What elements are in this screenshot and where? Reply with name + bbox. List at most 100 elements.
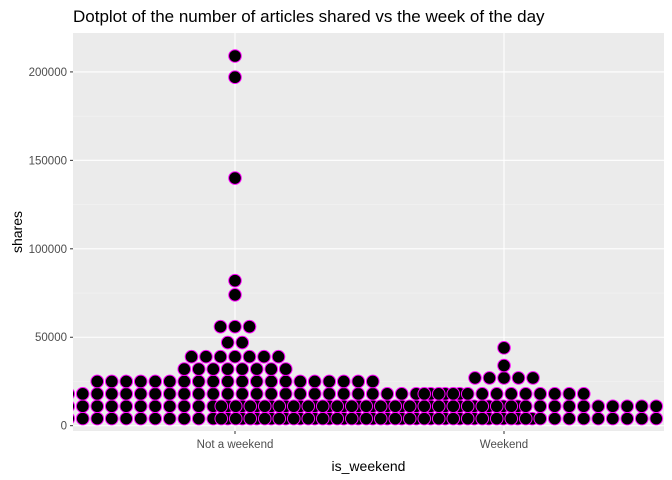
dot-point xyxy=(365,374,380,389)
y-tick-label: 150000 xyxy=(29,155,67,167)
dot-point xyxy=(293,374,308,389)
dot-point xyxy=(322,387,337,401)
dot-point xyxy=(33,412,46,425)
dot-point xyxy=(47,412,60,425)
dot-point xyxy=(388,399,403,414)
dot-point xyxy=(271,349,286,364)
dot-point xyxy=(576,399,591,414)
dot-point xyxy=(162,387,177,401)
dot-point xyxy=(162,411,177,426)
dot-point xyxy=(47,388,60,401)
dot-point xyxy=(249,374,264,389)
dot-point xyxy=(18,400,31,413)
dot-point xyxy=(489,387,504,401)
dot-point xyxy=(359,399,374,414)
dot-point xyxy=(359,411,374,426)
dot-point xyxy=(402,399,417,414)
dot-point xyxy=(591,411,606,426)
dot-point xyxy=(90,374,105,389)
dot-point xyxy=(206,374,221,389)
dot-point xyxy=(191,387,206,401)
dot-point xyxy=(220,362,235,376)
dot-point xyxy=(228,288,242,302)
dot-point xyxy=(249,387,264,401)
dot-point xyxy=(620,399,635,414)
dot-point xyxy=(75,399,90,414)
dot-point xyxy=(4,388,17,401)
dot-point xyxy=(206,362,221,376)
dot-point xyxy=(162,374,177,389)
y-tick-label: 0 xyxy=(61,421,67,433)
dot-point xyxy=(191,399,206,414)
dot-point xyxy=(344,411,359,426)
dot-point xyxy=(249,362,264,376)
dot-layer xyxy=(0,49,664,426)
dot-point xyxy=(482,371,497,385)
dot-point xyxy=(468,371,482,385)
dot-point xyxy=(191,362,206,376)
dot-point xyxy=(257,411,272,426)
dot-point xyxy=(235,335,250,350)
dot-point xyxy=(0,412,2,425)
dot-point xyxy=(373,399,388,414)
dot-point xyxy=(75,411,90,426)
dot-point xyxy=(73,401,76,412)
dot-point xyxy=(213,319,228,334)
dot-point xyxy=(336,387,351,401)
dot-point xyxy=(431,399,446,414)
dot-point xyxy=(119,411,134,426)
dot-point xyxy=(47,400,60,413)
y-tick-label: 100000 xyxy=(29,244,67,256)
dot-point xyxy=(649,399,664,414)
dot-point xyxy=(417,411,432,426)
dot-point xyxy=(133,411,148,426)
dot-point xyxy=(518,399,533,414)
dot-point xyxy=(351,374,366,389)
dot-point xyxy=(307,387,322,401)
x-axis-ticks: Not a weekend Weekend xyxy=(197,431,528,451)
dot-point xyxy=(235,374,250,389)
dot-point xyxy=(336,374,351,389)
dot-point xyxy=(228,399,243,414)
y-axis-ticks: 0 50000 100000 150000 200000 xyxy=(29,67,73,433)
dot-point xyxy=(315,399,330,414)
y-tick-label: 200000 xyxy=(29,67,67,79)
dot-point xyxy=(73,413,76,424)
dot-point xyxy=(119,374,134,389)
dot-point xyxy=(191,411,206,426)
dot-point xyxy=(344,399,359,414)
dot-point xyxy=(388,411,403,426)
dot-point xyxy=(562,399,577,414)
dot-point xyxy=(518,387,533,401)
dot-point xyxy=(104,387,119,401)
dot-point xyxy=(243,411,258,426)
dot-point xyxy=(264,362,279,376)
dot-point xyxy=(475,387,490,401)
dot-point xyxy=(663,417,664,420)
dot-point xyxy=(460,411,475,426)
dot-point xyxy=(446,411,461,426)
dot-point xyxy=(148,411,163,426)
dot-point xyxy=(286,399,301,414)
dot-point xyxy=(576,387,591,401)
dot-point xyxy=(591,399,606,414)
dot-point xyxy=(177,374,192,389)
dot-point xyxy=(213,349,228,364)
dot-point xyxy=(497,371,511,385)
dot-point xyxy=(177,399,192,414)
dot-point xyxy=(475,399,490,414)
dot-point xyxy=(242,319,257,334)
dot-point xyxy=(278,362,293,376)
dot-point xyxy=(104,399,119,414)
dot-point xyxy=(620,411,635,426)
dot-point xyxy=(286,411,301,426)
dot-point xyxy=(4,400,17,413)
dot-point xyxy=(446,387,461,401)
dot-point xyxy=(460,387,475,401)
dot-point xyxy=(526,371,540,385)
dot-point xyxy=(33,388,46,401)
dot-point xyxy=(431,411,446,426)
dot-point xyxy=(402,411,417,426)
dot-point xyxy=(533,399,548,414)
dot-point xyxy=(278,374,293,389)
